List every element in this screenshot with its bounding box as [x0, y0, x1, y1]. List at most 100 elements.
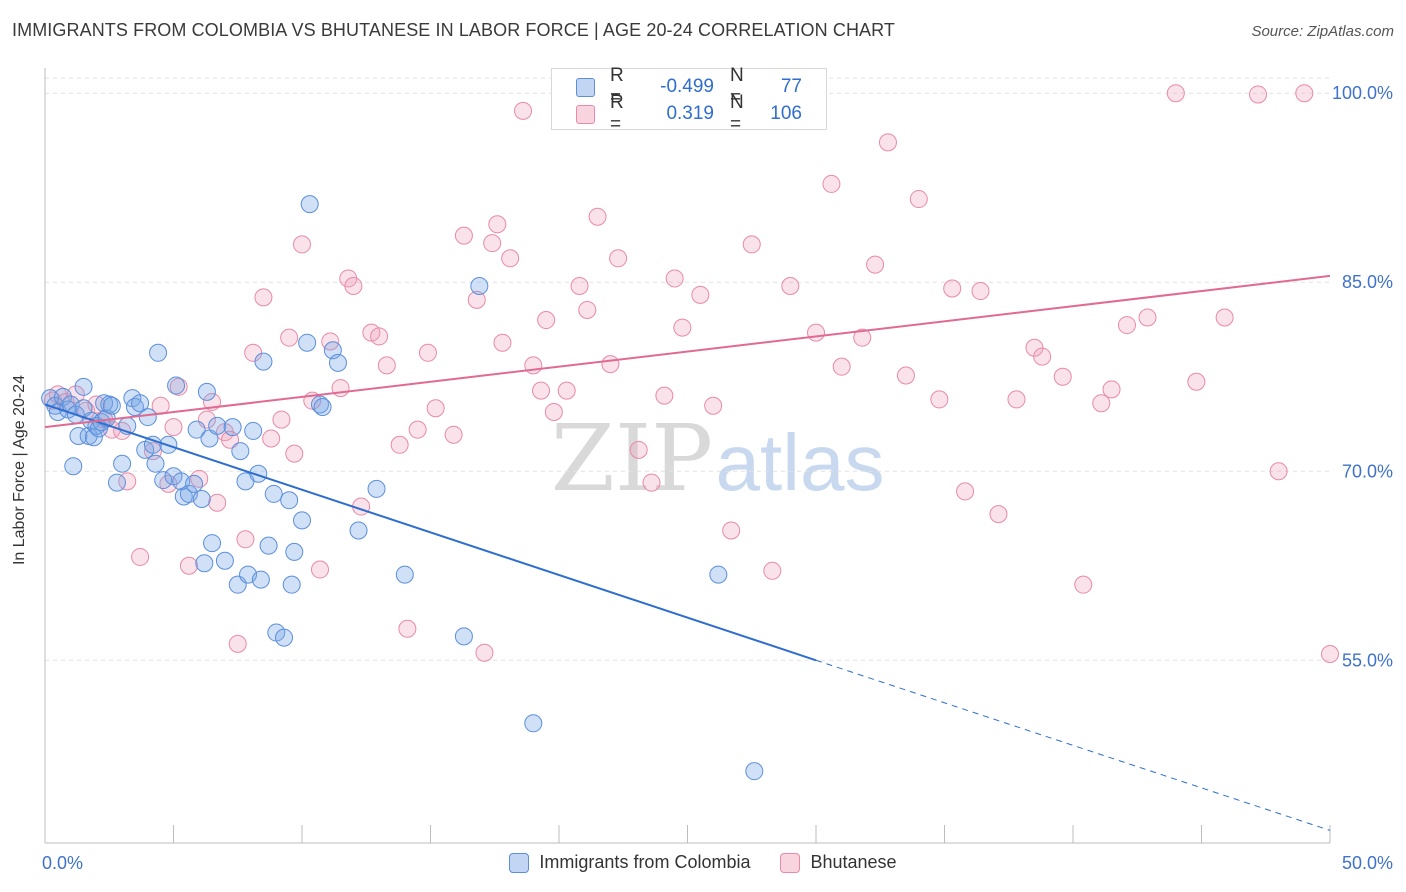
stats-n-label: N =	[730, 92, 744, 135]
colombia-point	[131, 394, 150, 413]
legend-item-bhutanese[interactable]: Bhutanese	[780, 852, 897, 873]
bhutanese-point	[131, 547, 150, 566]
bhutanese-point	[742, 235, 761, 254]
colombia-point	[395, 565, 414, 584]
legend-item-colombia[interactable]: Immigrants from Colombia	[509, 852, 750, 873]
bhutanese-point	[1166, 84, 1185, 103]
legend-swatch-bhutanese	[780, 852, 801, 873]
bhutanese-point	[488, 215, 507, 234]
bhutanese-point	[832, 357, 851, 376]
colombia-point	[249, 464, 268, 483]
bhutanese-point	[293, 235, 311, 254]
bhutanese-point	[896, 366, 915, 385]
bhutanese-point	[1187, 372, 1206, 391]
bhutanese-point	[514, 101, 533, 120]
bhutanese-point	[971, 282, 990, 301]
bhutanese-point	[179, 556, 198, 575]
bhutanese-point	[475, 643, 494, 662]
colombia-point	[187, 420, 206, 439]
bhutanese-point	[236, 530, 255, 549]
colombia-point	[143, 435, 162, 454]
legend-label-bhutanese: Bhutanese	[810, 852, 897, 872]
colombia-point	[349, 521, 368, 540]
colombia-point	[146, 454, 165, 473]
bhutanese-point	[629, 440, 648, 459]
bhutanese-point	[1053, 367, 1072, 386]
colombia-point	[470, 277, 489, 296]
colombia-point	[138, 408, 157, 427]
bottom-legend: Immigrants from Colombia Bhutanese	[0, 852, 1406, 873]
colombia-point	[454, 627, 473, 646]
colombia-point	[113, 454, 132, 473]
bhutanese-point	[609, 249, 628, 268]
colombia-point	[208, 416, 227, 435]
bhutanese-point	[190, 469, 209, 488]
bhutanese-point	[426, 399, 445, 418]
bhutanese-point	[1321, 644, 1339, 663]
bhutanese-point	[763, 561, 782, 580]
colombia-point	[203, 534, 222, 553]
bhutanese-point	[454, 226, 473, 245]
colombia-point	[328, 353, 347, 372]
bhutanese-point	[501, 249, 520, 268]
stats-r-value: -0.499	[660, 76, 714, 97]
colombia-point	[223, 418, 242, 437]
bhutanese-point	[228, 634, 247, 653]
bhutanese-point	[408, 420, 427, 439]
bhutanese-point	[418, 343, 437, 362]
stats-n-label: N =	[730, 65, 744, 108]
colombia-point	[195, 554, 214, 573]
colombia-point	[264, 484, 283, 503]
colombia-trend-extension	[815, 659, 1331, 831]
bhutanese-point	[878, 133, 897, 152]
bhutanese-point	[483, 234, 502, 253]
colombia-point	[215, 551, 234, 570]
bhutanese-point	[208, 493, 227, 512]
colombia-point	[174, 487, 193, 506]
bhutanese-point	[254, 288, 273, 307]
bhutanese-point	[781, 277, 800, 296]
bhutanese-point	[1102, 380, 1121, 399]
bhutanese-point	[822, 174, 841, 193]
colombia-point	[74, 377, 93, 396]
colombia-point	[313, 397, 332, 416]
bhutanese-point	[1295, 84, 1314, 103]
colombia-point	[745, 762, 764, 781]
bhutanese-point	[493, 333, 512, 352]
bhutanese-point	[398, 619, 417, 638]
colombia-point	[185, 474, 204, 493]
colombia-point	[709, 565, 728, 584]
stats-swatch-colombia	[576, 77, 595, 97]
stats-n-value: 106	[770, 103, 802, 124]
bhutanese-point	[280, 328, 299, 347]
bhutanese-point	[1117, 316, 1136, 335]
y-tick-label: 70.0%	[1342, 461, 1393, 481]
colombia-point	[293, 511, 311, 530]
colombia-point	[244, 421, 263, 440]
bhutanese-point	[956, 482, 975, 501]
colombia-point	[259, 536, 278, 555]
source-label: Source: ZipAtlas.com	[1251, 23, 1394, 40]
colombia-point	[251, 570, 270, 589]
bhutanese-point	[262, 429, 281, 448]
bhutanese-point	[285, 444, 304, 463]
bhutanese-point	[537, 311, 556, 330]
colombia-point	[149, 343, 168, 362]
bhutanese-point	[722, 521, 741, 540]
bhutanese-point	[807, 323, 825, 342]
bhutanese-point	[1215, 308, 1234, 327]
bhutanese-point	[853, 328, 872, 347]
bhutanese-point	[642, 473, 661, 492]
bhutanese-point	[930, 390, 949, 409]
y-tick-label: 55.0%	[1342, 650, 1393, 670]
bhutanese-point	[344, 277, 363, 296]
bhutanese-point	[370, 327, 389, 346]
colombia-point	[300, 195, 319, 214]
stats-n-value: 77	[780, 76, 802, 97]
colombia-point	[524, 714, 543, 733]
bhutanese-point	[673, 318, 692, 337]
stats-r-label: R =	[610, 65, 624, 108]
colombia-point	[154, 471, 173, 490]
bhutanese-point	[866, 255, 885, 274]
